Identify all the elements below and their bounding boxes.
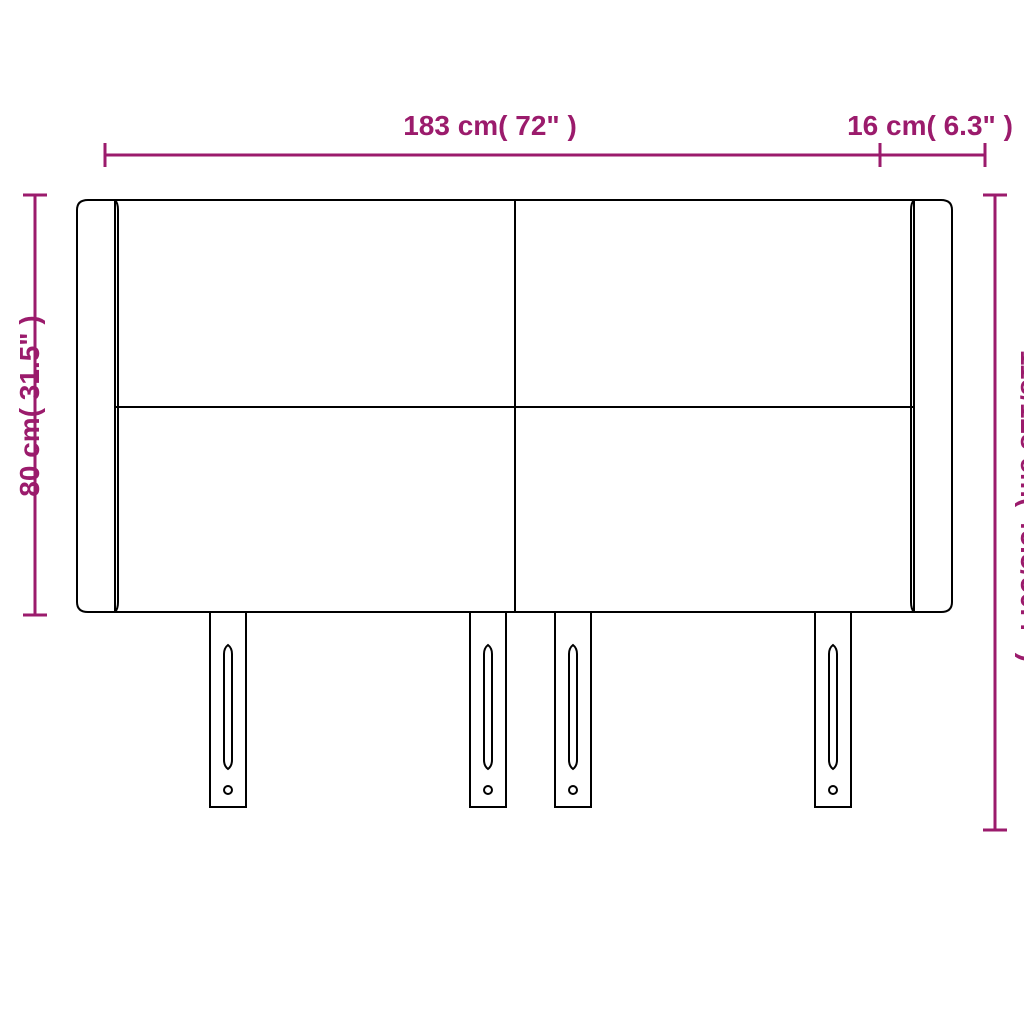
leg-3	[555, 612, 591, 807]
dim-right-group	[983, 195, 1007, 830]
leg-2	[470, 612, 506, 807]
headboard-outline	[77, 200, 952, 612]
dim-top-group	[105, 143, 985, 167]
leg-1	[210, 612, 246, 807]
dim-width-side-label: 16 cm( 6.3" )	[810, 110, 1024, 142]
dim-height-left-label: 80 cm( 31.5" )	[14, 286, 46, 526]
dim-height-right-label: 118/128 cm( 45.5/50.4" )	[1014, 306, 1024, 706]
diagram-svg	[0, 0, 1024, 1024]
diagram-container: 183 cm( 72" ) 16 cm( 6.3" ) 80 cm( 31.5"…	[0, 0, 1024, 1024]
legs-group	[210, 612, 851, 807]
dim-width-main-label: 183 cm( 72" )	[300, 110, 680, 142]
leg-4	[815, 612, 851, 807]
